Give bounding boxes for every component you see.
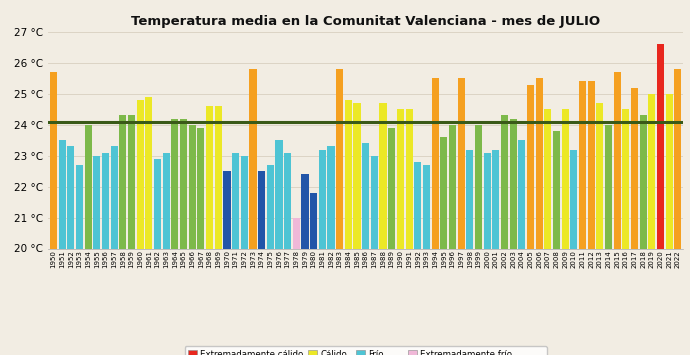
Bar: [423, 165, 430, 248]
Bar: [388, 128, 395, 248]
Bar: [562, 109, 569, 248]
Bar: [163, 153, 170, 248]
Bar: [241, 156, 248, 248]
Bar: [535, 78, 543, 248]
Bar: [605, 125, 612, 248]
Bar: [596, 103, 603, 248]
Bar: [275, 140, 282, 248]
Bar: [258, 171, 265, 248]
Bar: [224, 171, 230, 248]
Bar: [188, 125, 196, 248]
Bar: [171, 119, 179, 248]
Bar: [215, 106, 221, 248]
Bar: [622, 109, 629, 248]
Bar: [59, 140, 66, 248]
Bar: [649, 94, 655, 248]
Bar: [484, 153, 491, 248]
Bar: [302, 174, 308, 248]
Bar: [553, 131, 560, 248]
Bar: [284, 153, 291, 248]
Bar: [110, 146, 118, 248]
Bar: [180, 119, 187, 248]
Bar: [119, 115, 126, 248]
Title: Temperatura media en la Comunitat Valenciana - mes de JULIO: Temperatura media en la Comunitat Valenc…: [131, 15, 600, 28]
Bar: [146, 97, 152, 248]
Bar: [154, 159, 161, 248]
Bar: [50, 72, 57, 248]
Bar: [613, 72, 621, 248]
Bar: [518, 140, 525, 248]
Bar: [345, 100, 352, 248]
Bar: [397, 109, 404, 248]
Bar: [128, 115, 135, 248]
Bar: [440, 137, 447, 248]
Bar: [249, 69, 257, 248]
Bar: [197, 128, 204, 248]
Bar: [85, 125, 92, 248]
Bar: [588, 81, 595, 248]
Bar: [475, 125, 482, 248]
Bar: [328, 146, 335, 248]
Bar: [492, 149, 500, 248]
Bar: [232, 153, 239, 248]
Bar: [466, 149, 473, 248]
Bar: [137, 100, 144, 248]
Bar: [544, 109, 551, 248]
Bar: [449, 125, 456, 248]
Bar: [319, 149, 326, 248]
Bar: [674, 69, 682, 248]
Bar: [371, 156, 378, 248]
Bar: [570, 149, 578, 248]
Bar: [76, 165, 83, 248]
Bar: [631, 88, 638, 248]
Bar: [406, 109, 413, 248]
Bar: [206, 106, 213, 248]
Legend: Extremadamente cálido, Muy cálido, Cálido, Normal, Frío, Muy frío, Extremadament: Extremadamente cálido, Muy cálido, Cálid…: [185, 346, 547, 355]
Bar: [657, 44, 664, 248]
Bar: [510, 119, 517, 248]
Bar: [310, 193, 317, 248]
Bar: [579, 81, 586, 248]
Bar: [68, 146, 75, 248]
Bar: [666, 94, 673, 248]
Bar: [293, 218, 300, 248]
Bar: [102, 153, 109, 248]
Bar: [414, 162, 422, 248]
Bar: [527, 84, 534, 248]
Bar: [640, 115, 647, 248]
Bar: [362, 143, 369, 248]
Bar: [353, 103, 361, 248]
Bar: [501, 115, 508, 248]
Bar: [267, 165, 274, 248]
Bar: [380, 103, 386, 248]
Bar: [93, 156, 101, 248]
Bar: [457, 78, 464, 248]
Bar: [336, 69, 343, 248]
Bar: [431, 78, 439, 248]
